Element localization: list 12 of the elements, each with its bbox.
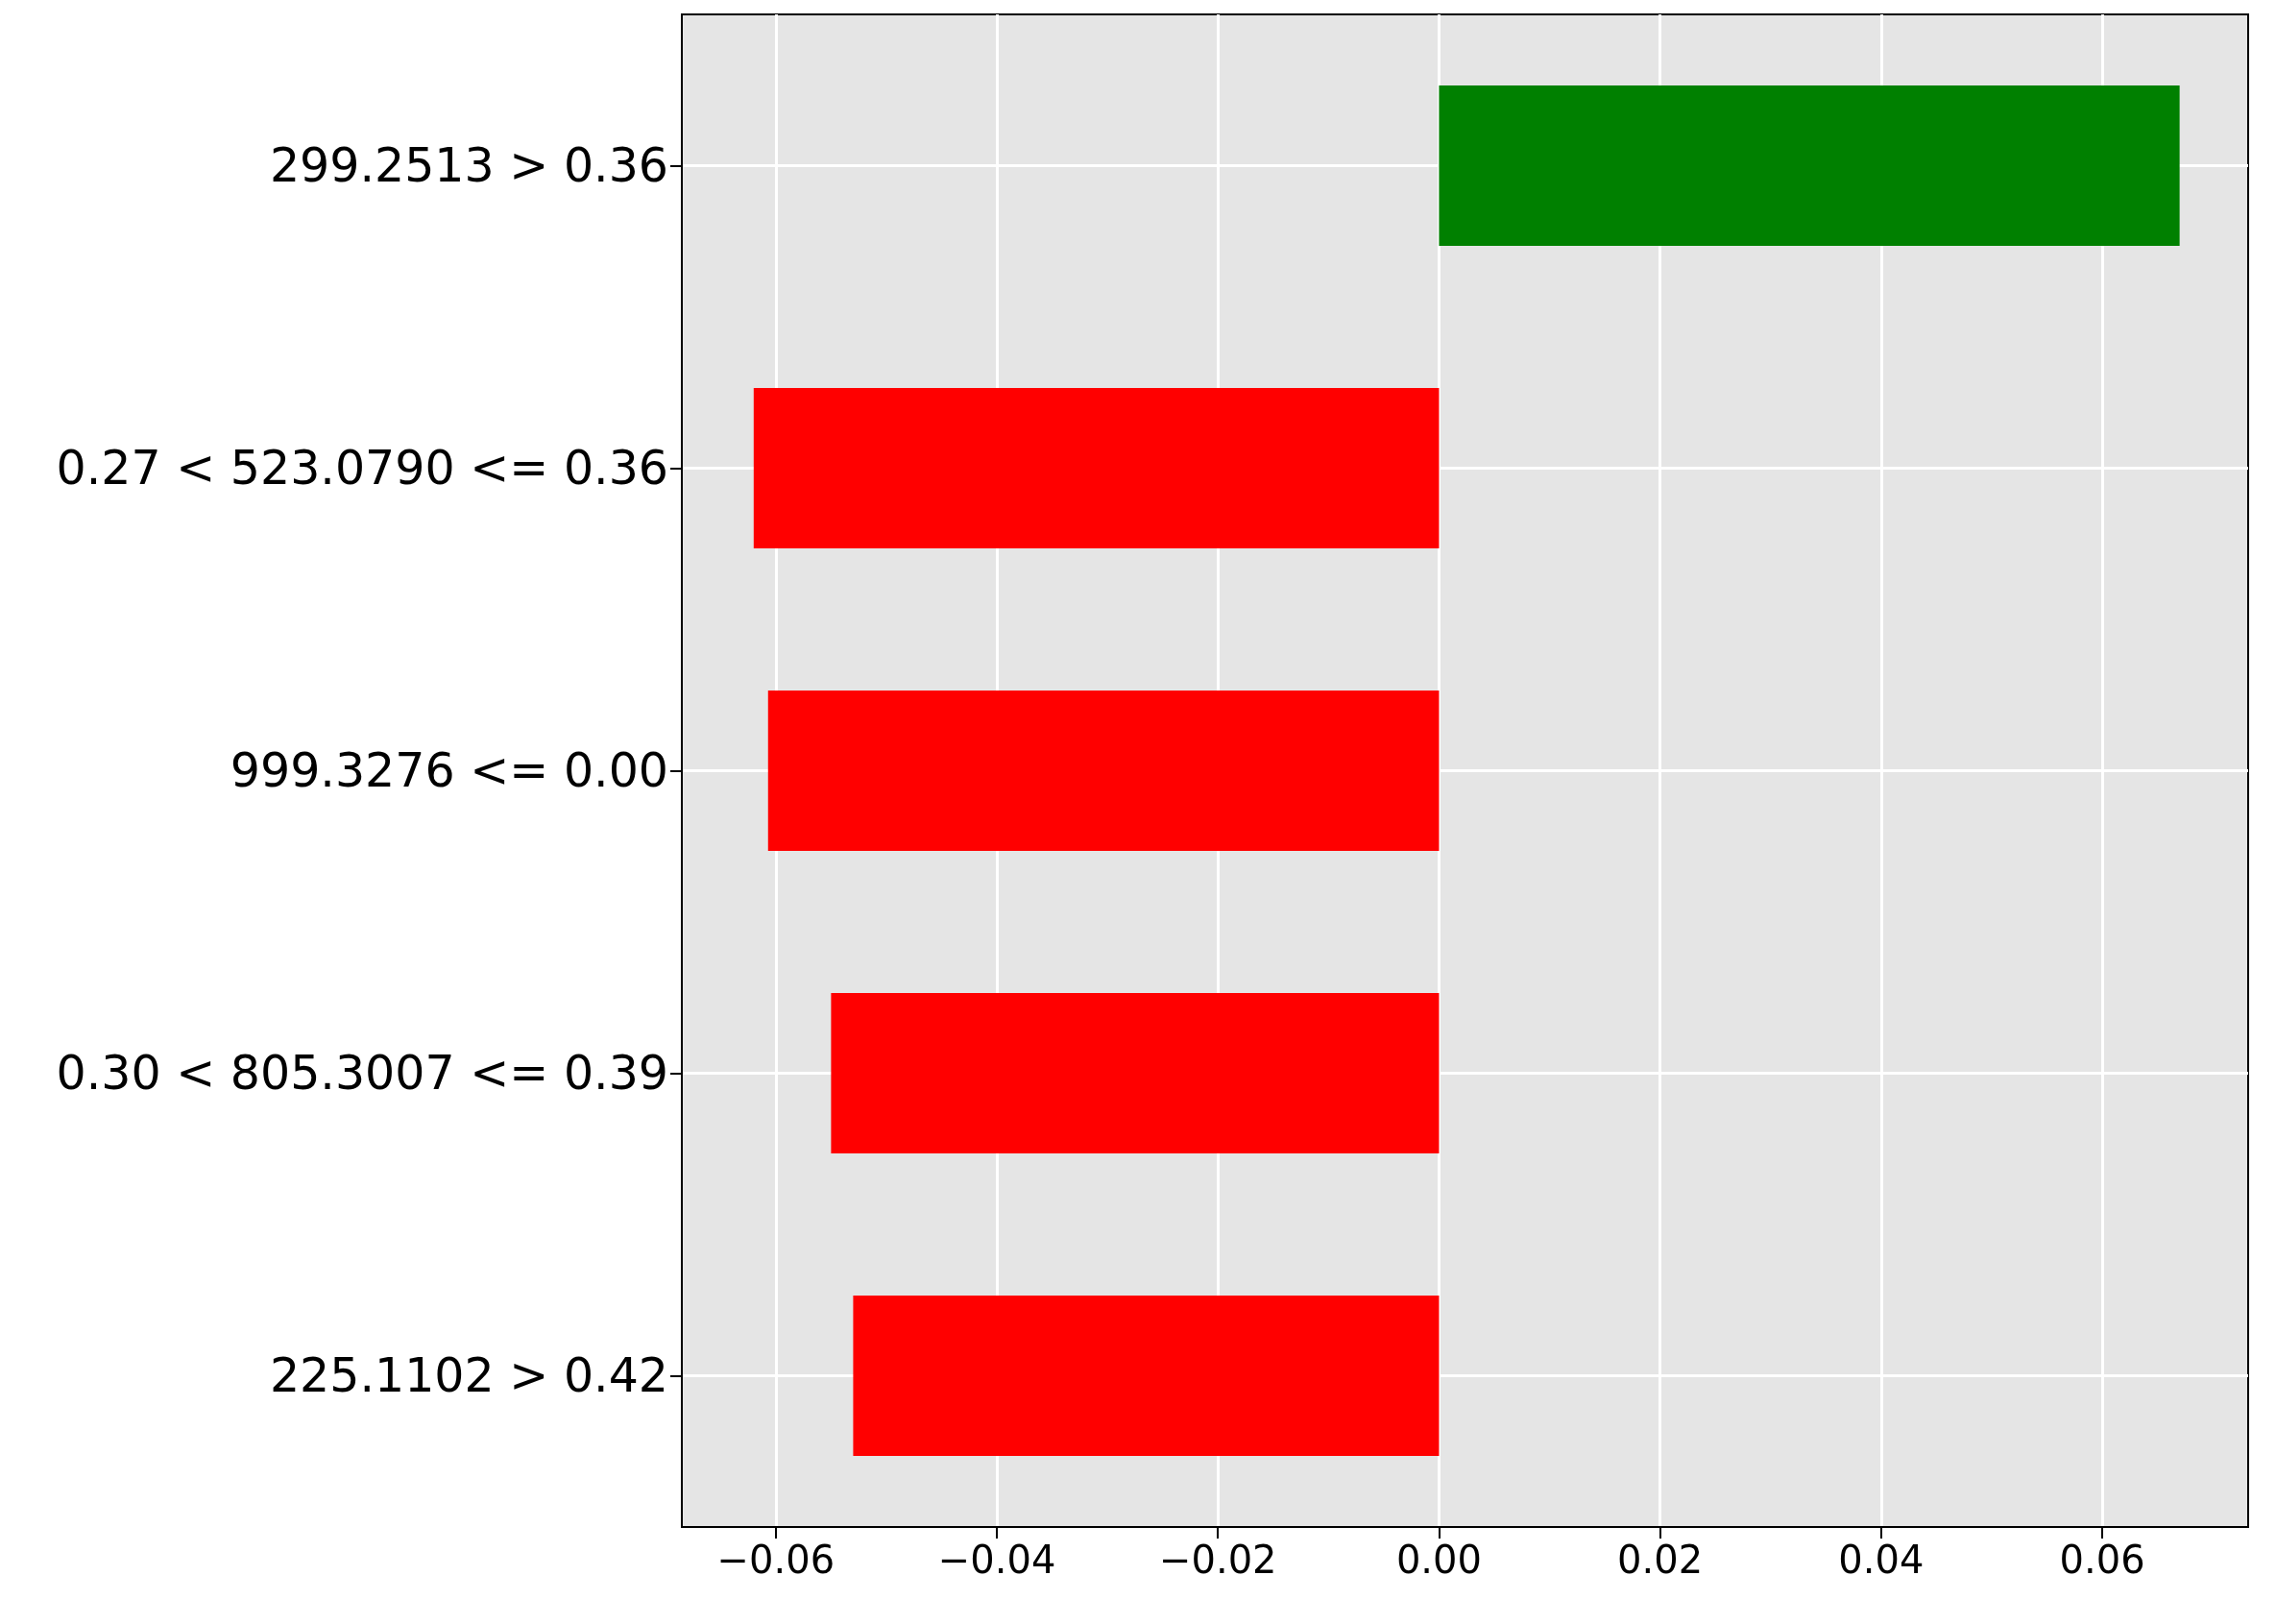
x-tick-label: 0.04 <box>1838 1538 1925 1582</box>
x-tick-label: 0.00 <box>1395 1538 1482 1582</box>
y-tick-label: 999.3276 <= 0.00 <box>230 743 668 798</box>
y-tick-label: 225.1102 > 0.42 <box>269 1348 668 1403</box>
x-tick-label: −0.04 <box>937 1538 1056 1582</box>
y-tick-label: 0.30 < 805.3007 <= 0.39 <box>56 1046 668 1101</box>
x-tick-label: 0.02 <box>1617 1538 1704 1582</box>
x-tick-label: 0.06 <box>2059 1538 2145 1582</box>
x-tick-label: −0.06 <box>716 1538 835 1582</box>
x-tick-label: −0.02 <box>1158 1538 1277 1582</box>
y-tick-label: 0.27 < 523.0790 <= 0.36 <box>56 441 668 496</box>
y-tick-label: 299.2513 > 0.36 <box>269 138 668 193</box>
